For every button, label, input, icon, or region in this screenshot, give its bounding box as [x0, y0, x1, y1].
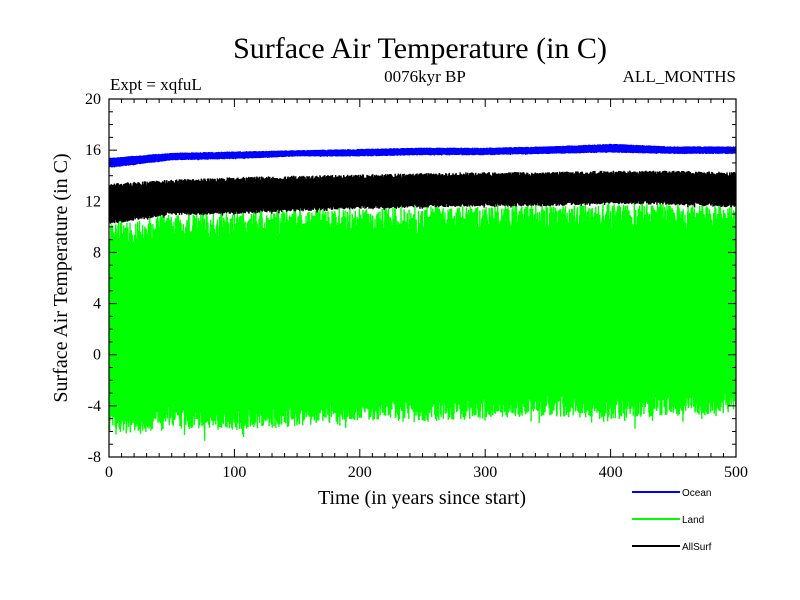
axes: 0 100 200 300 400 500 -8 -4 0 4 8 12 16 20 — [85, 91, 748, 481]
x-tick-label: 200 — [348, 464, 372, 481]
x-tick-label: 0 — [105, 464, 113, 481]
x-tick-label: 300 — [473, 464, 497, 481]
y-tick-label: -4 — [88, 398, 101, 415]
y-tick-label: 20 — [85, 91, 101, 108]
legend: Ocean Land AllSurf — [632, 488, 712, 553]
series-allsurf-line — [109, 170, 736, 224]
expt-label: Expt = xqfuL — [110, 75, 202, 94]
y-tick-label: 0 — [93, 347, 101, 364]
legend-label-land: Land — [682, 515, 704, 526]
period-label: 0076kyr BP — [384, 67, 466, 86]
x-axis-label: Time (in years since start) — [318, 487, 526, 509]
series-layer — [109, 143, 736, 441]
x-tick-label: 400 — [599, 464, 623, 481]
series-land-line — [109, 202, 736, 441]
x-tick-label: 500 — [724, 464, 748, 481]
y-tick-label: 8 — [93, 244, 101, 261]
x-tick-label: 100 — [222, 464, 246, 481]
y-axis-label: Surface Air Temperature (in C) — [50, 153, 72, 402]
y-tick-label: 4 — [93, 296, 101, 313]
y-tick-label: -8 — [88, 449, 101, 466]
legend-label-ocean: Ocean — [682, 488, 711, 499]
y-tick-label: 12 — [85, 193, 101, 210]
y-tick-label: 16 — [85, 142, 101, 159]
series-ocean-line — [109, 143, 736, 168]
months-label: ALL_MONTHS — [623, 67, 736, 86]
chart-title: Surface Air Temperature (in C) — [233, 32, 607, 65]
legend-label-allsurf: AllSurf — [682, 542, 712, 553]
